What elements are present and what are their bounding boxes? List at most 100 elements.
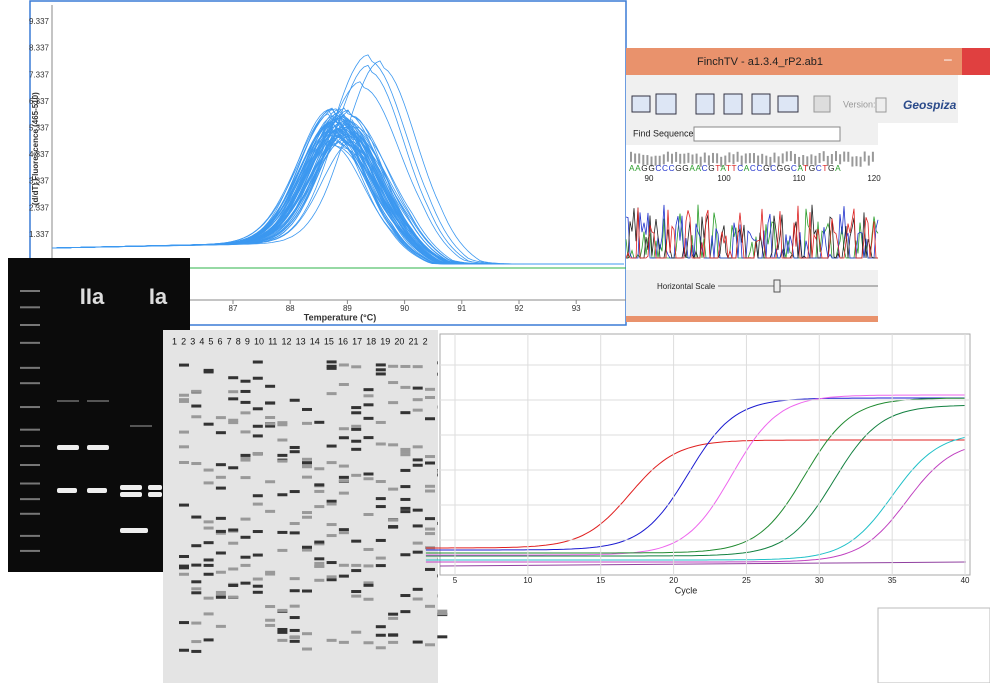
quality-bar bbox=[806, 156, 809, 167]
band bbox=[265, 401, 276, 405]
minimize-button[interactable]: – bbox=[944, 51, 952, 67]
band bbox=[302, 515, 312, 519]
band bbox=[400, 506, 411, 510]
melt-curve bbox=[51, 81, 624, 265]
band bbox=[425, 517, 435, 521]
band bbox=[302, 407, 312, 411]
band bbox=[215, 416, 226, 420]
band bbox=[425, 527, 435, 531]
band bbox=[388, 443, 399, 447]
x-tick-label: 90 bbox=[400, 304, 409, 313]
quality-bar bbox=[794, 153, 796, 164]
band bbox=[289, 490, 300, 494]
band bbox=[228, 390, 239, 394]
band bbox=[351, 594, 362, 598]
band bbox=[363, 477, 374, 481]
quality-bar bbox=[822, 151, 825, 162]
band bbox=[57, 488, 77, 493]
quality-bar bbox=[851, 156, 854, 167]
blank-window bbox=[877, 607, 990, 683]
close-button[interactable] bbox=[962, 48, 990, 75]
band bbox=[191, 587, 202, 591]
band bbox=[228, 583, 239, 587]
band bbox=[277, 530, 288, 534]
ladder-band bbox=[20, 498, 40, 501]
band bbox=[240, 389, 251, 393]
band bbox=[203, 481, 214, 485]
band bbox=[87, 488, 107, 493]
band bbox=[400, 385, 411, 389]
band bbox=[388, 401, 399, 405]
band bbox=[326, 575, 337, 579]
band bbox=[179, 398, 189, 402]
band bbox=[203, 563, 214, 567]
band bbox=[252, 502, 263, 506]
band bbox=[252, 434, 263, 438]
quality-bar bbox=[839, 154, 842, 165]
gel-left bbox=[8, 258, 190, 572]
toolbar-icons[interactable] bbox=[631, 93, 887, 115]
band bbox=[203, 596, 214, 600]
band bbox=[302, 632, 312, 636]
band bbox=[289, 635, 300, 639]
band bbox=[400, 510, 411, 514]
band bbox=[412, 587, 423, 591]
band bbox=[265, 570, 276, 574]
y-tick-label: 8.337 bbox=[29, 44, 50, 53]
quality-bar bbox=[753, 153, 755, 164]
quality-bar bbox=[712, 152, 714, 163]
band bbox=[252, 424, 263, 428]
band bbox=[338, 531, 349, 535]
band bbox=[351, 365, 362, 369]
band bbox=[363, 512, 374, 516]
band bbox=[215, 529, 226, 533]
scale-thumb[interactable] bbox=[773, 279, 781, 293]
band bbox=[289, 589, 300, 593]
band bbox=[277, 459, 288, 463]
version-label: Version: bbox=[843, 99, 876, 109]
band bbox=[265, 509, 276, 513]
band bbox=[338, 479, 349, 483]
find-input[interactable] bbox=[693, 126, 841, 142]
quality-bar bbox=[757, 155, 760, 166]
band bbox=[375, 363, 386, 367]
quality-bar bbox=[740, 155, 743, 166]
band bbox=[228, 418, 239, 422]
band bbox=[314, 467, 325, 471]
ladder-band bbox=[20, 534, 40, 537]
band bbox=[326, 461, 337, 465]
gel-left-bands bbox=[20, 290, 162, 552]
band bbox=[240, 430, 251, 434]
band bbox=[412, 398, 423, 402]
band bbox=[412, 550, 423, 554]
x-tick-label: 30 bbox=[815, 576, 824, 585]
band bbox=[252, 530, 263, 534]
band bbox=[351, 569, 362, 573]
band bbox=[425, 387, 435, 391]
band bbox=[425, 395, 435, 399]
ladder-band bbox=[20, 306, 40, 309]
band bbox=[388, 612, 399, 616]
band bbox=[363, 564, 374, 568]
quality-bar bbox=[638, 153, 641, 164]
band bbox=[179, 363, 189, 367]
band bbox=[179, 430, 189, 434]
quality-bar bbox=[748, 153, 751, 164]
band bbox=[215, 593, 226, 597]
band bbox=[277, 421, 288, 425]
quality-bar bbox=[871, 151, 874, 162]
band bbox=[375, 480, 386, 484]
band bbox=[265, 384, 276, 388]
amplification-curve bbox=[425, 394, 965, 556]
band bbox=[215, 590, 226, 594]
x-tick-label: 92 bbox=[515, 304, 524, 313]
band bbox=[203, 638, 214, 642]
band bbox=[314, 561, 325, 565]
finch-titlebar bbox=[626, 48, 990, 75]
band bbox=[203, 612, 214, 616]
band bbox=[363, 597, 374, 601]
band bbox=[425, 484, 435, 488]
ladder-band bbox=[20, 341, 40, 344]
quality-bar bbox=[703, 152, 706, 163]
